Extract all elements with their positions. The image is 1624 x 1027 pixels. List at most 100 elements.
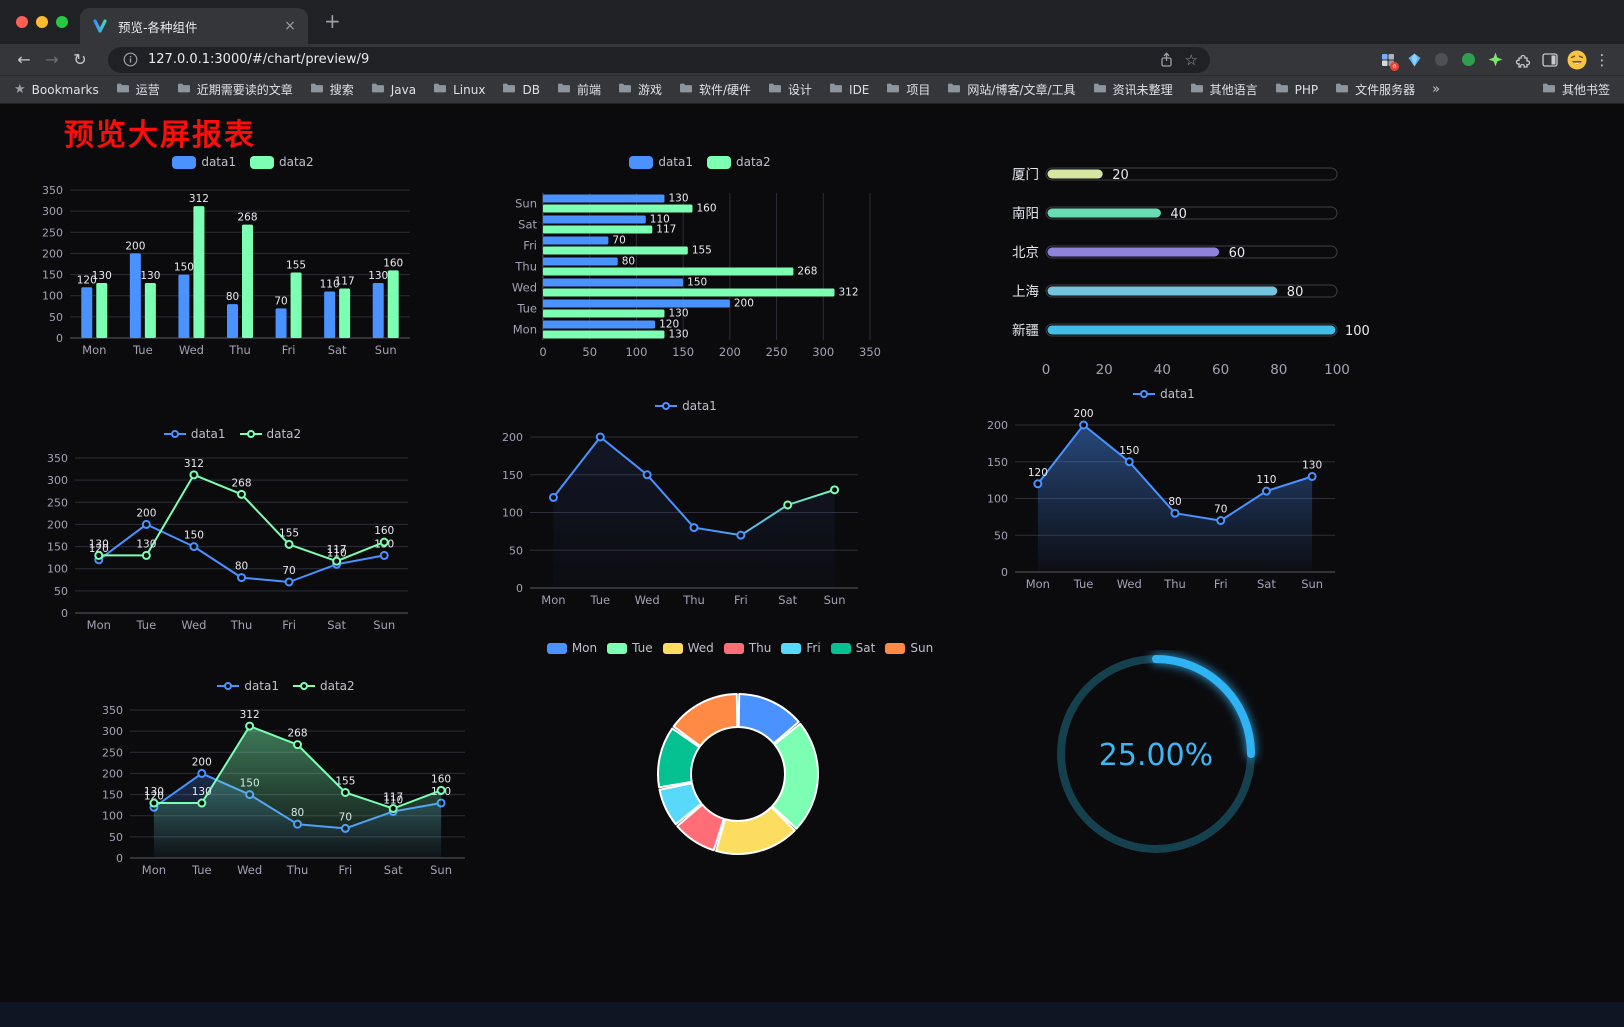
bookmark-item[interactable]: 网站/博客/文章/工具 xyxy=(947,81,1076,98)
bookmark-item[interactable]: 运营 xyxy=(116,81,160,98)
legend-item-data1[interactable]: data1 xyxy=(217,679,279,693)
forward-button[interactable]: → xyxy=(45,49,59,69)
bookmark-item[interactable]: 资讯未整理 xyxy=(1093,81,1173,98)
svg-text:60: 60 xyxy=(1229,246,1246,261)
svg-text:200: 200 xyxy=(502,431,523,444)
extension-icon-green-circle[interactable] xyxy=(1455,48,1482,72)
bookmark-item[interactable]: Java xyxy=(371,81,416,98)
legend-item-data1[interactable]: data1 xyxy=(1133,387,1195,401)
svg-text:200: 200 xyxy=(1074,408,1094,420)
svg-text:312: 312 xyxy=(189,193,209,205)
bookmark-item[interactable]: 搜索 xyxy=(310,81,354,98)
legend-label: data2 xyxy=(736,155,771,169)
bookmark-star-icon[interactable]: ☆ xyxy=(1184,50,1198,69)
bookmark-label: 其他语言 xyxy=(1209,83,1258,97)
legend-item-Sat[interactable]: Sat xyxy=(830,641,876,655)
zoom-window-button[interactable] xyxy=(56,16,68,28)
svg-text:130: 130 xyxy=(368,270,388,282)
svg-text:Sun: Sun xyxy=(515,197,537,211)
svg-text:200: 200 xyxy=(734,298,754,310)
bookmark-item-lead[interactable]: ★ Bookmarks xyxy=(14,82,99,97)
legend-dot xyxy=(246,430,255,438)
legend-item-Wed[interactable]: Wed xyxy=(662,641,714,655)
bookmarks-overflow-chevron[interactable]: » xyxy=(1432,82,1441,97)
svg-text:Mon: Mon xyxy=(87,618,111,632)
legend-item-data1[interactable]: data1 xyxy=(629,155,693,169)
legend-item-data1[interactable]: data1 xyxy=(172,155,236,169)
svg-text:150: 150 xyxy=(102,789,123,802)
tab-close-icon[interactable]: × xyxy=(284,18,296,34)
bookmark-item[interactable]: 近期需要读的文章 xyxy=(177,81,293,98)
extensions-puzzle-icon[interactable] xyxy=(1509,48,1536,72)
new-tab-button[interactable]: + xyxy=(324,9,341,33)
legend-item-Fri[interactable]: Fri xyxy=(781,641,821,655)
folder-icon xyxy=(886,82,900,97)
side-panel-icon[interactable] xyxy=(1536,48,1563,72)
svg-text:Sat: Sat xyxy=(384,863,403,877)
svg-text:Mon: Mon xyxy=(82,343,106,357)
bookmark-item[interactable]: 其他语言 xyxy=(1190,81,1258,98)
legend-item-data2[interactable]: data2 xyxy=(707,155,771,169)
grouped-bar-chart: data1 data2 0 50 100 150 200 250 300 350 Mon Tue Wed… xyxy=(28,152,458,362)
progress-bar-chart: 厦门 20 南阳 40 北京 60 上海 80 新疆 100 0 20 40 60 80 100 xyxy=(1000,156,1372,392)
bookmark-item[interactable]: Linux xyxy=(433,81,485,98)
folder-icon xyxy=(1275,82,1289,97)
svg-text:50: 50 xyxy=(582,345,597,359)
svg-text:0: 0 xyxy=(61,607,68,620)
legend-marker xyxy=(293,682,315,690)
bookmark-item[interactable]: PHP xyxy=(1275,81,1318,98)
bookmark-item[interactable]: 设计 xyxy=(768,81,812,98)
progress-bar-chart-canvas: 厦门 20 南阳 40 北京 60 上海 80 新疆 100 0 20 40 60 80 100 xyxy=(1012,167,1370,378)
bookmark-item[interactable]: 文件服务器 xyxy=(1335,81,1415,98)
browser-menu-icon[interactable]: ⋮ xyxy=(1594,50,1610,69)
svg-text:268: 268 xyxy=(287,728,307,740)
bookmark-item[interactable]: 游戏 xyxy=(618,81,662,98)
share-icon[interactable] xyxy=(1157,51,1177,68)
back-button[interactable]: ← xyxy=(17,49,31,69)
bookmark-label: 游戏 xyxy=(637,83,662,97)
bookmark-item[interactable]: 项目 xyxy=(886,81,930,98)
browser-tab[interactable]: 预览-各种组件 × xyxy=(80,8,308,44)
bookmark-item[interactable]: 前端 xyxy=(557,81,601,98)
svg-text:117: 117 xyxy=(383,792,403,804)
legend-item-Sun[interactable]: Sun xyxy=(885,641,933,655)
legend-item-data1[interactable]: data1 xyxy=(655,399,717,413)
bookmark-item[interactable]: DB xyxy=(502,81,540,98)
two-series-area-line-chart: data1 data2 0 50 100 150 200 250 300 350 Mon Tue Wed… xyxy=(100,676,472,886)
site-info-icon[interactable] xyxy=(120,52,140,67)
bookmark-item[interactable]: IDE xyxy=(829,81,869,98)
close-window-button[interactable] xyxy=(16,16,28,28)
reload-button[interactable]: ↻ xyxy=(73,49,87,69)
extension-icon-star[interactable] xyxy=(1482,48,1509,72)
svg-text:Sun: Sun xyxy=(430,863,452,877)
bookmarks-bar: ★ Bookmarks 运营 近期需要读的文章 搜索 Java Linux DB 前端 游戏 软… xyxy=(0,76,1624,104)
legend-item-data2[interactable]: data2 xyxy=(250,155,314,169)
extension-icon-grid[interactable]: o xyxy=(1374,48,1401,72)
svg-text:160: 160 xyxy=(374,525,394,537)
address-bar[interactable]: 127.0.0.1:3000/#/chart/preview/9 ☆ xyxy=(108,46,1210,73)
legend-item-Mon[interactable]: Mon xyxy=(546,641,597,655)
svg-text:100: 100 xyxy=(1345,324,1370,339)
legend-item-data1[interactable]: data1 xyxy=(163,427,226,441)
extension-icon-gem[interactable] xyxy=(1401,48,1428,72)
legend-item-Tue[interactable]: Tue xyxy=(607,641,653,655)
legend-item-data2[interactable]: data2 xyxy=(239,427,301,441)
legend-dot xyxy=(170,430,179,438)
bookmark-item[interactable]: 软件/硬件 xyxy=(679,81,751,98)
legend-label: data1 xyxy=(190,427,226,441)
extension-icon-dark-circle[interactable] xyxy=(1428,48,1455,72)
minimize-window-button[interactable] xyxy=(36,16,48,28)
svg-text:150: 150 xyxy=(42,269,63,282)
profile-avatar[interactable] xyxy=(1563,48,1590,72)
svg-text:Fri: Fri xyxy=(282,343,296,357)
legend-item-Thu[interactable]: Thu xyxy=(723,641,771,655)
svg-text:Thu: Thu xyxy=(228,343,251,357)
svg-text:Sun: Sun xyxy=(1301,577,1323,591)
svg-text:130: 130 xyxy=(144,786,164,798)
svg-text:0: 0 xyxy=(1001,566,1008,579)
legend-item-data2[interactable]: data2 xyxy=(293,679,355,693)
svg-text:Mon: Mon xyxy=(541,593,565,607)
bookmark-item-other[interactable]: 其他书签 xyxy=(1542,81,1610,98)
svg-text:Fri: Fri xyxy=(282,618,296,632)
legend-label: Sat xyxy=(855,641,876,655)
